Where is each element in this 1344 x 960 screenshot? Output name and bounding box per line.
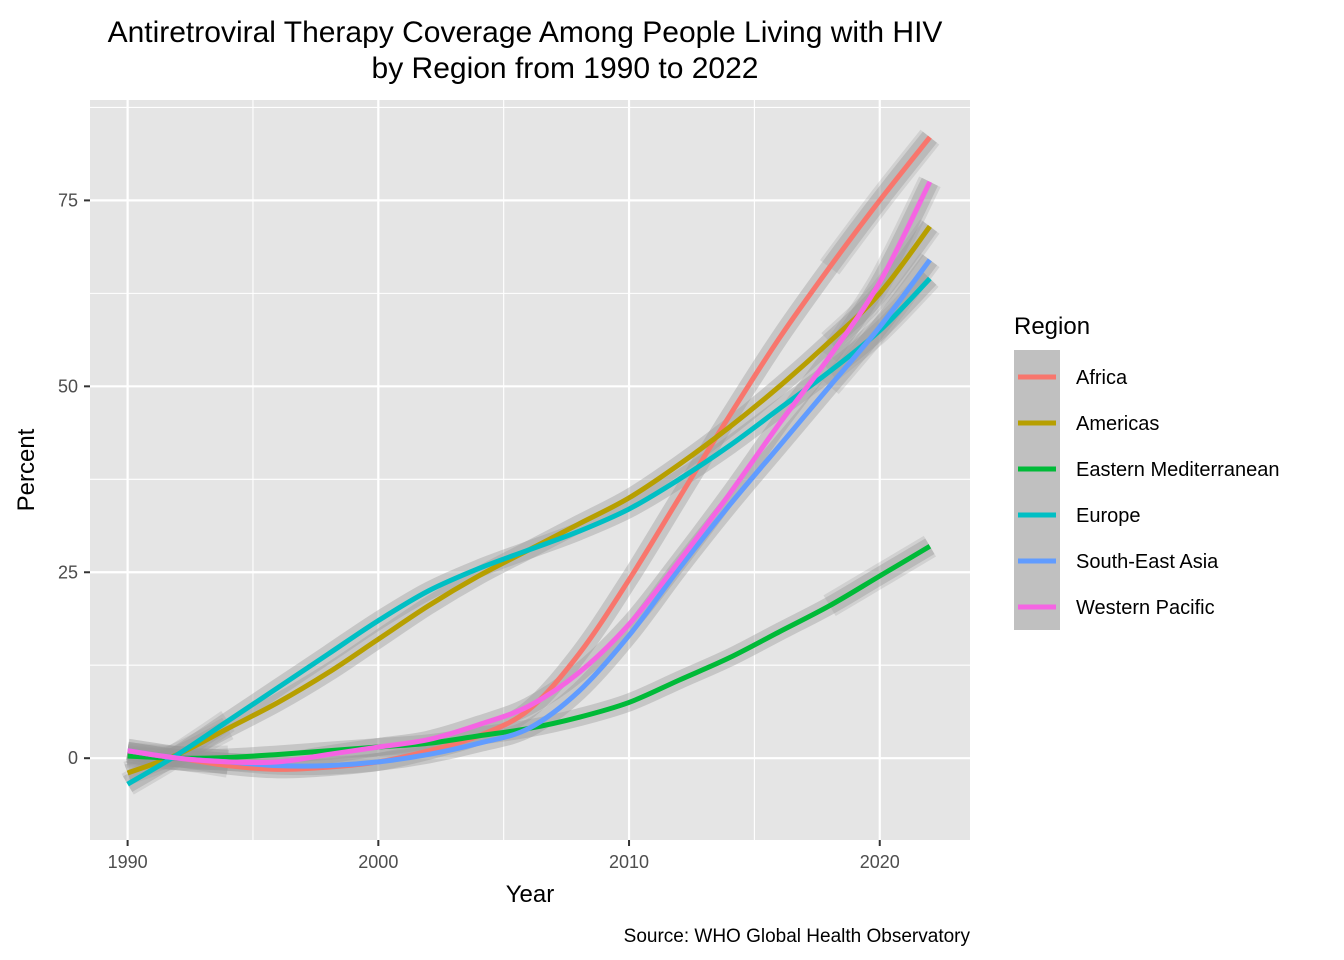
- legend-label: Eastern Mediterranean: [1076, 459, 1279, 481]
- x-tick-label: 2010: [609, 852, 649, 872]
- x-axis-title: Year: [506, 881, 555, 908]
- x-tick-label: 2000: [358, 852, 398, 872]
- series-line: [127, 135, 932, 772]
- legend-key-background: [1014, 350, 1060, 630]
- legend-label: South-East Asia: [1076, 551, 1219, 573]
- legend-title: Region: [1014, 313, 1090, 340]
- y-axis-title: Percent: [13, 428, 40, 511]
- x-tick-label: 1990: [108, 852, 148, 872]
- grid-major: [90, 100, 970, 840]
- y-tick-label: 0: [68, 748, 78, 768]
- legend-label: Europe: [1076, 505, 1141, 527]
- x-tick-label: 2020: [860, 852, 900, 872]
- y-tick-label: 50: [58, 376, 78, 396]
- chart-title-line1: Antiretroviral Therapy Coverage Among Pe…: [108, 16, 943, 49]
- y-tick-label: 25: [58, 562, 78, 582]
- grid-minor: [90, 100, 970, 840]
- y-tick-label: 75: [58, 190, 78, 210]
- legend-label: Africa: [1076, 367, 1128, 389]
- x-axis: 1990 2000 2010 2020: [108, 840, 900, 872]
- caption: Source: WHO Global Health Observatory: [624, 926, 971, 947]
- legend-label: Western Pacific: [1076, 597, 1215, 619]
- series-line: [127, 180, 933, 766]
- legend-label: Americas: [1076, 413, 1159, 435]
- legend: Africa Americas Eastern Mediterranean Europ…: [1018, 367, 1279, 619]
- y-axis: 0 25 50 75: [58, 190, 90, 768]
- series-lines: [126, 135, 933, 787]
- chart-title-line2: by Region from 1990 to 2022: [372, 52, 759, 85]
- series-line: [127, 258, 932, 769]
